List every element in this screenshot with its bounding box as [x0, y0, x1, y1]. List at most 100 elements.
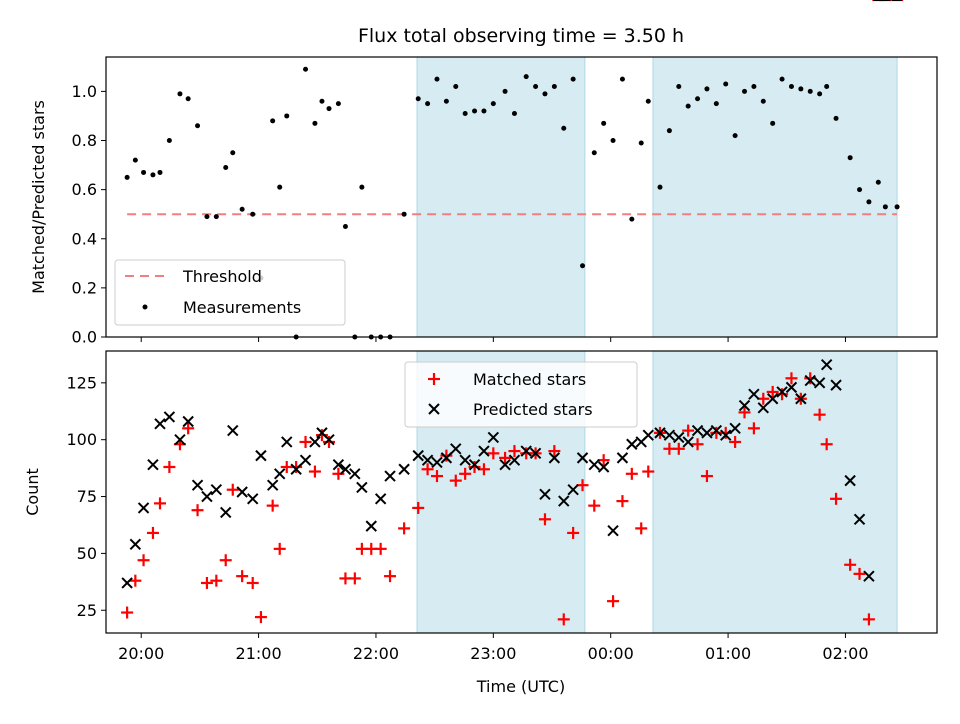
measurement-point [177, 91, 183, 97]
matched-star-marker [246, 576, 259, 589]
top-y-tick-label: 0.2 [72, 278, 97, 297]
predicted-star-marker [182, 415, 194, 428]
legend-matched-swatch [428, 373, 440, 385]
measurement-point [319, 98, 325, 104]
matched-star-marker [153, 497, 166, 510]
measurement-point [462, 110, 468, 116]
measurement-point [551, 83, 557, 89]
measurement-point [657, 184, 663, 190]
top-legend-box [114, 259, 346, 326]
measurement-point [326, 106, 332, 112]
predicted-star-marker [673, 431, 685, 444]
observing-window [652, 350, 898, 634]
matched-star-marker [700, 470, 713, 483]
predicted-star-marker [588, 459, 600, 471]
bottom-axes-frame [105, 350, 938, 634]
matched-star-marker [844, 558, 857, 571]
measurement-point [434, 76, 440, 82]
top-legend: Threshold Measurements [114, 259, 346, 326]
predicted-star-marker [567, 484, 579, 496]
matched-star-marker [219, 554, 232, 567]
matched-star-marker [813, 408, 826, 421]
measurement-point [760, 98, 766, 104]
predicted-star-marker [720, 429, 732, 441]
measurement-point [610, 138, 616, 144]
predicted-star-marker [450, 443, 462, 455]
predicted-star-marker [309, 436, 321, 448]
matched-star-marker [682, 424, 695, 437]
matched-star-marker [607, 595, 620, 608]
matched-star-marker [182, 422, 195, 435]
matched-star-marker [487, 447, 500, 460]
measurement-point [157, 169, 163, 175]
matched-star-marker [421, 463, 434, 476]
top-panel: 0.0 0.2 0.4 0.6 0.8 1.0 Matched/Predicted sta… [29, 56, 938, 347]
matched-star-marker [625, 467, 638, 480]
measurement-point [857, 187, 863, 193]
chart-title: Flux total observing time = 3.50 h [358, 25, 684, 47]
predicted-star-marker [210, 484, 223, 496]
measurement-point [303, 66, 309, 72]
predicted-star-marker [508, 454, 521, 466]
matched-star-marker [635, 522, 648, 535]
matched-star-marker [508, 445, 521, 458]
matched-star-marker [226, 483, 239, 496]
predicted-star-marker [421, 454, 434, 466]
legend-measurements-label: Measurements [183, 298, 301, 317]
predicted-star-marker [163, 411, 176, 423]
measurement-point [239, 206, 245, 212]
predicted-star-markers [121, 0, 903, 589]
measurement-point [676, 83, 682, 89]
measurement-point [894, 204, 900, 210]
measurement-point [141, 169, 147, 175]
predicted-star-marker [274, 468, 286, 480]
predicted-star-marker [701, 427, 713, 439]
legend-matched-label: Matched stars [473, 370, 586, 389]
matched-star-marker [440, 449, 453, 462]
matched-star-marker [430, 470, 443, 483]
matched-star-marker [766, 385, 779, 398]
bottom-y-axis-label: Count [23, 468, 42, 516]
legend-threshold-label: Threshold [182, 267, 262, 286]
predicted-star-marker [642, 429, 654, 441]
matched-star-marker [862, 613, 875, 626]
measurement-point [824, 83, 830, 89]
measurement-point [807, 88, 813, 94]
predicted-star-marker [121, 577, 133, 589]
bottom-y-tick-label: 50 [77, 544, 97, 563]
matched-star-marker [146, 526, 159, 539]
predicted-star-marker [174, 433, 186, 446]
matched-star-marker [468, 460, 481, 473]
matched-star-marker [254, 611, 267, 624]
predicted-star-marker [853, 513, 866, 525]
measurement-point [490, 101, 496, 107]
predicted-star-marker [266, 479, 279, 491]
measurement-point [591, 150, 597, 156]
predicted-star-marker [365, 520, 377, 532]
measurement-point [645, 98, 651, 104]
measurement-point [511, 110, 517, 116]
measurement-point [204, 214, 210, 220]
matched-star-marker [121, 606, 134, 619]
measurement-point [788, 83, 794, 89]
measurement-point [166, 138, 172, 144]
bottom-y-tick-label: 125 [66, 373, 97, 392]
measurement-point [779, 76, 785, 82]
measurement-point [713, 101, 719, 107]
matched-star-marker [785, 372, 798, 385]
predicted-star-marker [478, 445, 490, 457]
predicted-star-marker [137, 502, 150, 514]
predicted-star-marker [247, 493, 259, 505]
predicted-star-marker [654, 427, 666, 439]
top-y-tick-label: 0.4 [72, 229, 97, 248]
bottom-y-tick-label: 75 [77, 487, 97, 506]
predicted-star-marker [236, 486, 248, 498]
predicted-star-marker [374, 493, 387, 505]
matched-star-marker [137, 554, 150, 567]
predicted-star-marker [147, 459, 159, 471]
predicted-star-marker [710, 424, 723, 437]
measurement-point [277, 184, 283, 190]
measurement-point [751, 83, 757, 89]
measurement-point [401, 211, 407, 217]
measurement-points [124, 66, 900, 340]
